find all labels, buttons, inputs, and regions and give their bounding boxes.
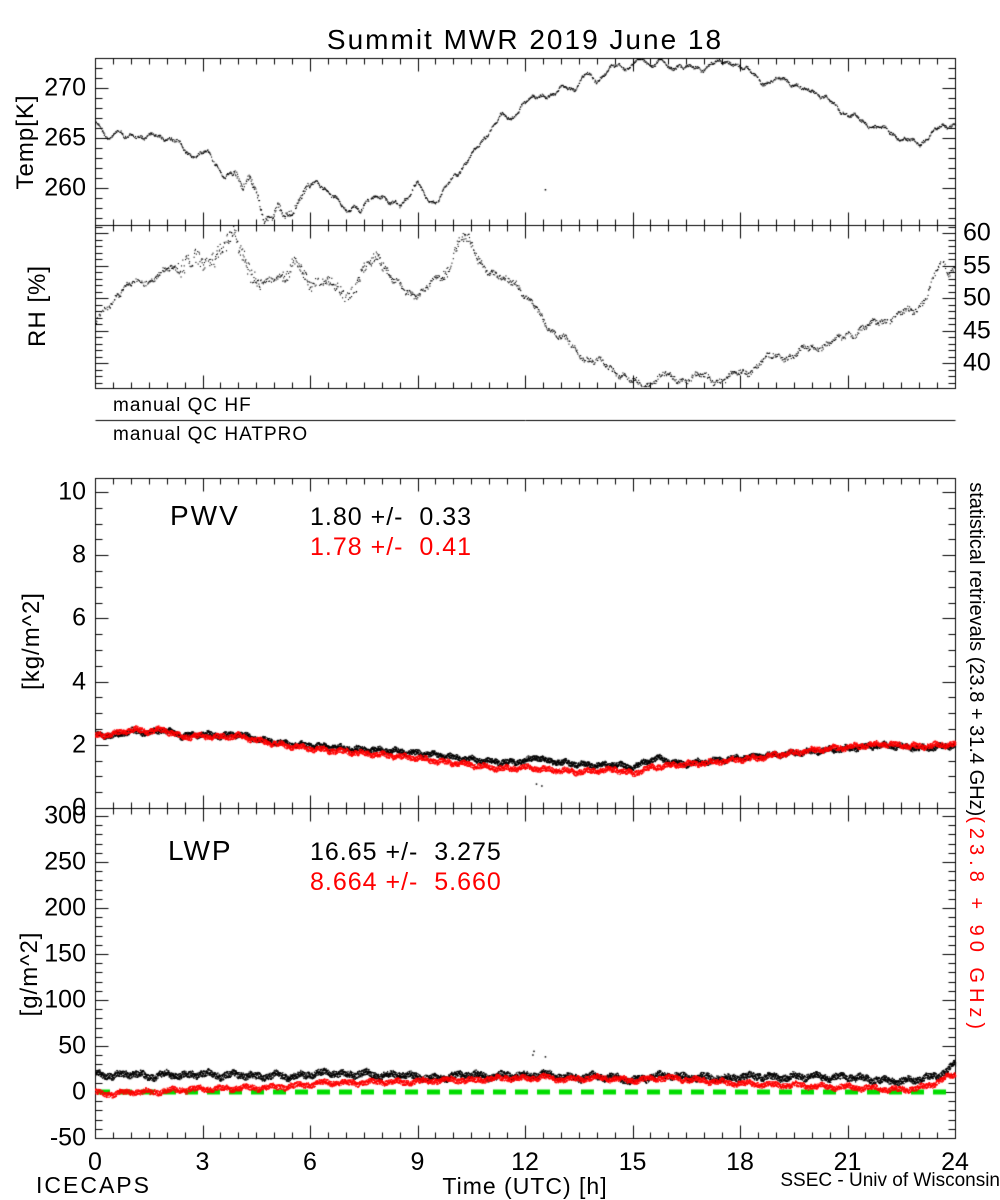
tick-label: 55 — [963, 251, 991, 279]
tick-label: 50 — [58, 1031, 86, 1060]
tick-label: 100 — [44, 985, 86, 1014]
pwv-axis-label: [kg/m^2] — [18, 592, 45, 690]
lwp-title: LWP — [168, 835, 233, 866]
pwv-stats-red: 1.78 +/- 0.41 — [310, 533, 473, 561]
lwp-stats-black: 16.65 +/- 3.275 — [310, 838, 502, 866]
page-title: Summit MWR 2019 June 18 — [326, 24, 724, 55]
tick-label: 15 — [618, 1148, 647, 1176]
tick-label: 300 — [44, 801, 86, 830]
tick-label: 260 — [44, 173, 86, 202]
tick-label: 10 — [58, 477, 86, 506]
icecaps-label: ICECAPS — [36, 1172, 151, 1198]
temp-axis-label: Temp[K] — [12, 94, 39, 190]
tick-label: 9 — [410, 1148, 425, 1176]
tick-label: 0 — [72, 793, 86, 822]
pwv-title: PWV — [170, 500, 240, 531]
tick-label: 200 — [44, 893, 86, 922]
tick-label: 0 — [72, 1077, 86, 1106]
tick-label: 265 — [44, 123, 86, 152]
tick-label: 50 — [963, 283, 991, 312]
tick-label: 6 — [303, 1148, 317, 1176]
tick-label: 150 — [44, 939, 86, 968]
qc-hf-label: manual QC HF — [113, 395, 252, 416]
tick-label: 21 — [833, 1148, 862, 1176]
tick-label: 250 — [44, 847, 86, 876]
tick-label: 8 — [72, 540, 86, 569]
rh-axis-label: RH [%] — [24, 264, 51, 348]
tick-label: 18 — [726, 1148, 754, 1176]
tick-label: 2 — [72, 730, 86, 759]
tick-label: 60 — [963, 218, 991, 247]
tick-label: 24 — [941, 1148, 969, 1176]
tick-label: 40 — [963, 348, 991, 377]
tick-label: 12 — [511, 1148, 539, 1176]
credit-label: SSEC - Univ of Wisconsin — [780, 1170, 1000, 1191]
pwv-stats-black: 1.80 +/- 0.33 — [310, 503, 473, 531]
tick-label: 270 — [44, 73, 86, 102]
tick-label: 45 — [963, 316, 991, 344]
lwp-axis-label: [g/m^2] — [16, 931, 43, 1017]
lwp-stats-red: 8.664 +/- 5.660 — [310, 868, 502, 896]
tick-label: 6 — [72, 603, 86, 632]
tick-label: -50 — [49, 1123, 86, 1152]
x-axis-title: Time (UTC) [h] — [442, 1173, 608, 1199]
tick-label: 0 — [88, 1148, 102, 1176]
retrieval-side-label: statistical retrievals (23.8 + 31.4 GHz)… — [946, 460, 1000, 1034]
tick-label: 4 — [72, 667, 86, 696]
tick-label: 3 — [195, 1148, 210, 1176]
retrieval-side-label-black: statistical retrievals (23.8 + 31.4 GHz) — [965, 482, 987, 817]
qc-hatpro-label: manual QC HATPRO — [113, 424, 309, 445]
retrieval-side-label-red: (23.8 + 90 GHz) — [965, 816, 987, 1035]
